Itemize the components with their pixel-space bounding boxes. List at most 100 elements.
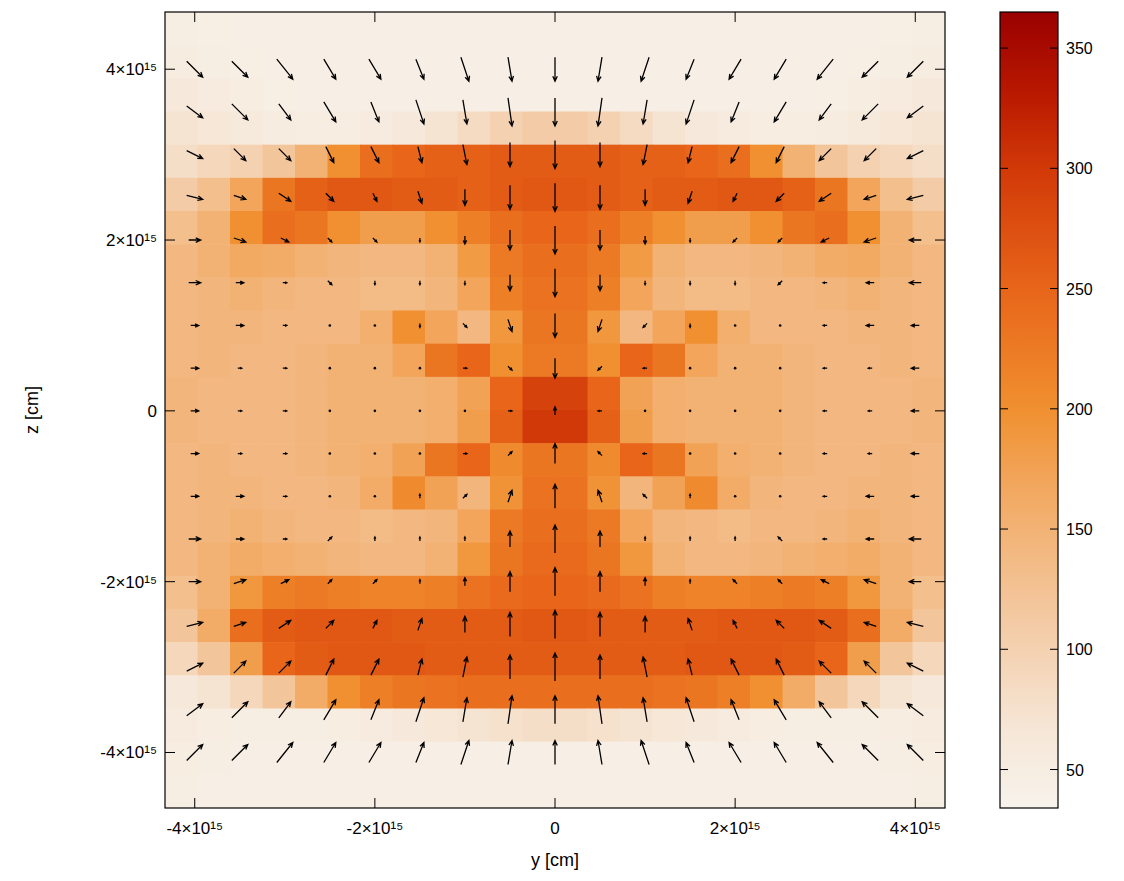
heat-cell [230, 742, 263, 776]
vector-arrow [553, 98, 558, 126]
heat-cell [425, 311, 458, 345]
vector-arrow [643, 189, 648, 205]
vector-arrow [729, 743, 741, 763]
colorbar-tick [1050, 529, 1058, 530]
heat-cell [750, 609, 783, 643]
heat-cell [750, 344, 783, 378]
heat-cell [555, 145, 588, 179]
heat-cell [523, 211, 556, 245]
vector-arrow [907, 195, 923, 200]
heat-cell [458, 476, 491, 510]
vector-arrow [324, 743, 336, 763]
vector-arrow [598, 655, 603, 679]
heat-cell [328, 742, 361, 776]
heat-cell [685, 576, 718, 610]
heat-cell [555, 311, 588, 345]
vector-arrow [369, 743, 381, 763]
heat-cell [198, 543, 231, 577]
heat-cell [393, 675, 426, 709]
heat-cell [718, 377, 751, 411]
vector-arrow [463, 494, 467, 498]
x-tick [194, 798, 195, 808]
heat-cell [295, 775, 328, 808]
vector-arrow [643, 494, 647, 498]
y-tick [935, 69, 945, 70]
vector-arrow [644, 410, 647, 413]
colorbar-tick-label: 350 [1066, 40, 1093, 57]
vector-arrow [464, 537, 466, 541]
vector-arrow [819, 149, 831, 161]
heat-cell [263, 244, 296, 278]
heat-cell [165, 45, 198, 79]
vector-arrow [688, 618, 693, 630]
heat-cell [490, 642, 523, 676]
heat-cell [848, 410, 881, 444]
vector-arrow [234, 622, 246, 627]
heat-cell [750, 742, 783, 776]
heat-cell [263, 311, 296, 345]
heat-cell [880, 709, 913, 743]
heat-cell [555, 211, 588, 245]
heat-cell [913, 775, 946, 808]
heat-cell [230, 642, 263, 676]
vector-arrow [371, 102, 379, 122]
vector-arrow [909, 537, 921, 542]
heat-cell [685, 344, 718, 378]
heat-cell [393, 742, 426, 776]
x-tick [735, 12, 736, 22]
heat-cell [523, 78, 556, 112]
heat-cell [815, 45, 848, 79]
heat-cell [783, 543, 816, 577]
heat-cell [620, 145, 653, 179]
heat-cell [848, 775, 881, 808]
heat-cell [718, 510, 751, 544]
heat-cell [360, 775, 393, 808]
heat-cell [880, 377, 913, 411]
vector-arrow [598, 185, 603, 209]
heat-cell [588, 476, 621, 510]
vector-arrow [189, 281, 201, 286]
heat-cell [425, 576, 458, 610]
heat-cell [588, 642, 621, 676]
heat-cell [458, 277, 491, 311]
heat-cell [815, 576, 848, 610]
y-tick [165, 240, 175, 241]
vector-arrow [279, 193, 291, 201]
heat-cell [620, 211, 653, 245]
heat-cell [523, 576, 556, 610]
heat-cell [555, 410, 588, 444]
heat-cell [783, 609, 816, 643]
vector-arrow [644, 537, 646, 541]
heat-cell [750, 377, 783, 411]
vector-arrow [329, 495, 332, 498]
heat-cell [328, 78, 361, 112]
vector-arrow [508, 531, 513, 547]
colorbar-tick [1000, 168, 1008, 169]
heat-cell [425, 742, 458, 776]
x-tick [735, 798, 736, 808]
vector-arrow [187, 621, 203, 626]
heat-cell [458, 377, 491, 411]
heat-cell [555, 12, 588, 46]
vector-arrow [911, 409, 919, 412]
vector-arrow [553, 226, 558, 254]
heat-cell [295, 709, 328, 743]
heat-cell [620, 775, 653, 808]
vector-arrow [279, 149, 291, 161]
colorbar-tick [1000, 288, 1008, 289]
heat-cell [620, 277, 653, 311]
vector-arrow [508, 366, 512, 370]
vector-arrow [419, 452, 422, 455]
heat-cell [718, 45, 751, 79]
heat-cell [198, 775, 231, 808]
heat-cell [815, 211, 848, 245]
heat-cell [490, 244, 523, 278]
vector-arrow [187, 745, 203, 761]
heat-cell [815, 510, 848, 544]
y-tick [165, 69, 175, 70]
vector-arrow [236, 324, 244, 327]
heat-cell [653, 178, 686, 212]
heat-cell [913, 609, 946, 643]
heat-cell [588, 78, 621, 112]
heat-cell [425, 709, 458, 743]
